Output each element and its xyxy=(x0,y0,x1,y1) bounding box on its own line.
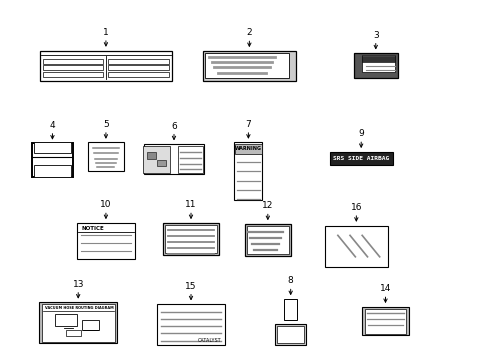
Text: 3: 3 xyxy=(372,31,378,40)
Bar xyxy=(143,144,204,175)
Text: 1: 1 xyxy=(103,28,108,37)
Bar xyxy=(203,51,295,81)
Bar xyxy=(32,143,73,177)
Text: WARNING: WARNING xyxy=(234,147,262,152)
Text: 12: 12 xyxy=(262,201,273,210)
Bar xyxy=(246,226,288,254)
Text: NOTICE: NOTICE xyxy=(81,226,104,231)
Text: 4: 4 xyxy=(49,121,55,130)
Text: 6: 6 xyxy=(171,122,177,131)
Text: 8: 8 xyxy=(287,276,293,285)
Bar xyxy=(143,146,169,173)
Bar xyxy=(77,223,135,258)
Bar xyxy=(42,72,103,77)
Text: 7: 7 xyxy=(245,120,251,129)
Bar xyxy=(66,330,81,336)
Bar xyxy=(108,72,169,77)
Bar xyxy=(146,152,156,159)
Bar xyxy=(165,225,216,253)
Text: 11: 11 xyxy=(185,200,196,209)
Bar xyxy=(277,326,304,343)
Bar xyxy=(39,302,117,343)
Bar xyxy=(361,56,394,62)
Bar xyxy=(284,299,297,320)
Text: 5: 5 xyxy=(103,120,108,129)
Bar xyxy=(204,53,288,78)
Bar xyxy=(88,143,123,171)
Text: 2: 2 xyxy=(246,28,252,37)
Bar xyxy=(364,309,406,334)
Bar xyxy=(324,226,387,267)
Text: 15: 15 xyxy=(185,282,196,291)
Bar xyxy=(362,307,408,336)
Bar xyxy=(235,144,261,154)
Bar xyxy=(234,143,262,200)
Bar xyxy=(34,165,71,177)
Bar xyxy=(157,304,224,345)
Bar xyxy=(42,59,103,64)
Bar xyxy=(42,65,103,70)
Bar xyxy=(353,53,397,78)
Bar xyxy=(108,59,169,64)
Bar xyxy=(244,224,290,256)
Text: 10: 10 xyxy=(100,200,111,209)
Bar xyxy=(40,50,171,81)
Text: 13: 13 xyxy=(72,280,84,289)
Bar xyxy=(55,314,77,326)
Bar xyxy=(108,65,169,70)
Text: VACUUM HOSE ROUTING DIAGRAM: VACUUM HOSE ROUTING DIAGRAM xyxy=(45,306,114,310)
Text: SRS SIDE AIRBAG: SRS SIDE AIRBAG xyxy=(332,156,388,161)
Bar xyxy=(41,304,115,342)
Bar xyxy=(157,160,165,166)
Bar xyxy=(34,143,71,153)
Bar xyxy=(329,152,392,165)
Bar xyxy=(274,324,306,345)
Bar xyxy=(361,55,394,72)
Bar xyxy=(178,146,203,173)
Text: CATALYST: CATALYST xyxy=(197,338,221,343)
Text: 16: 16 xyxy=(350,203,361,212)
Text: 9: 9 xyxy=(358,129,364,138)
Bar xyxy=(163,223,219,255)
Bar xyxy=(81,320,99,330)
Text: 14: 14 xyxy=(379,284,390,293)
